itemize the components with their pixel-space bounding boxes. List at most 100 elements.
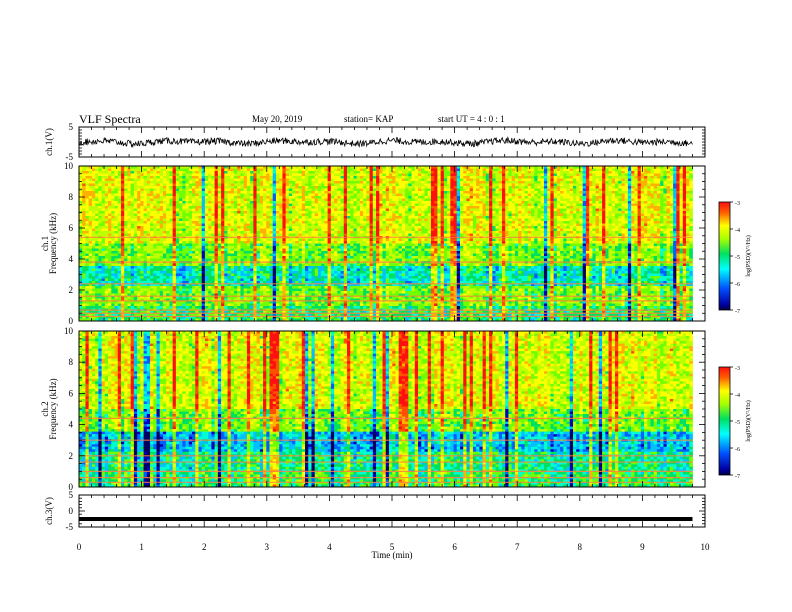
spectrogram-cell	[311, 186, 315, 189]
spectrogram-cell	[202, 179, 206, 182]
spectrogram-cell	[447, 171, 451, 174]
spectrogram-cell	[328, 179, 332, 182]
spectrogram-cell	[676, 186, 680, 189]
spectrogram-cell	[615, 184, 619, 187]
spectrogram-cell	[583, 176, 587, 179]
spectrogram-cell	[609, 181, 613, 184]
spectrogram-cell	[515, 189, 519, 192]
spectrogram-cell	[379, 186, 383, 189]
spectrogram-cell	[399, 186, 403, 189]
spectrogram-cell	[179, 189, 183, 192]
spectrogram-cell	[502, 181, 506, 184]
spectrogram-cell	[182, 184, 186, 187]
spectrogram-cell	[667, 184, 671, 187]
spectrogram-cell	[502, 184, 506, 187]
spectrogram-cell	[596, 189, 600, 192]
spectrogram-cell	[144, 176, 148, 179]
spectrogram-cell	[169, 174, 173, 177]
spectrogram-cell	[579, 174, 583, 177]
spectrogram-cell	[515, 174, 519, 177]
spectrogram-cell	[680, 186, 684, 189]
spectrogram-cell	[279, 174, 283, 177]
spectrogram-cell	[531, 184, 535, 187]
spectrogram-cell	[576, 176, 580, 179]
spectrogram-cell	[476, 186, 480, 189]
spectrogram-cell	[234, 184, 238, 187]
spectrogram-cell	[150, 181, 154, 184]
spectrogram-cell	[628, 189, 632, 192]
spectrogram-cell	[583, 184, 587, 187]
spectrogram-cell	[586, 181, 590, 184]
spectrogram-cell	[460, 169, 464, 172]
spectrogram-cell	[550, 184, 554, 187]
spectrogram-cell	[89, 186, 93, 189]
spectrogram-cell	[341, 179, 345, 182]
spectrogram-cell	[547, 189, 551, 192]
spectrogram-cell	[483, 171, 487, 174]
spectrogram-cell	[570, 174, 574, 177]
spectrogram-cell	[483, 186, 487, 189]
spectrogram-cell	[628, 181, 632, 184]
spectrogram-cell	[195, 176, 199, 179]
spectrogram-cell	[454, 176, 458, 179]
spectrogram-cell	[647, 181, 651, 184]
spectrogram-cell	[602, 184, 606, 187]
spectrogram-cell	[579, 189, 583, 192]
spectrogram-cell	[328, 186, 332, 189]
spectrogram-cell	[108, 169, 112, 172]
spectrogram-cell	[153, 174, 157, 177]
spectrogram-cell	[186, 186, 190, 189]
spectrogram-cell	[618, 186, 622, 189]
spectrogram-cell	[412, 174, 416, 177]
spectrogram-cell	[550, 181, 554, 184]
spectrogram-cell	[489, 171, 493, 174]
spectrogram-cell	[466, 171, 470, 174]
spectrogram-cell	[111, 171, 115, 174]
spectrogram-cell	[121, 184, 125, 187]
spectrogram-cell	[247, 174, 251, 177]
spectrogram-cell	[350, 186, 354, 189]
spectrogram-cell	[308, 189, 312, 192]
spectrogram-cell	[625, 184, 629, 187]
spectrogram-cell	[102, 169, 106, 172]
spectrogram-cell	[360, 174, 364, 177]
spectrogram-cell	[163, 171, 167, 174]
spectrogram-cell	[415, 169, 419, 172]
spectrogram-cell	[544, 181, 548, 184]
spectrogram-cell	[586, 184, 590, 187]
spectrogram-cell	[137, 171, 141, 174]
spectrogram-cell	[463, 186, 467, 189]
spectrogram-cell	[228, 181, 232, 184]
spectrogram-cell	[82, 186, 86, 189]
spectrogram-cell	[240, 174, 244, 177]
spectrogram-cell	[173, 181, 177, 184]
spectrogram-cell	[466, 189, 470, 192]
spectrogram-cell	[634, 179, 638, 182]
spectrogram-cell	[434, 179, 438, 182]
spectrogram-cell	[383, 171, 387, 174]
spectrogram-cell	[538, 169, 542, 172]
spectrogram-cell	[350, 179, 354, 182]
spectrogram-cell	[153, 189, 157, 192]
spectrogram-cell	[115, 171, 119, 174]
spectrogram-cell	[576, 179, 580, 182]
spectrogram-cell	[163, 189, 167, 192]
spectrogram-cell	[531, 189, 535, 192]
spectrogram-cell	[550, 169, 554, 172]
spectrogram-cell	[538, 179, 542, 182]
spectrogram-cell	[628, 171, 632, 174]
spectrogram-cell	[567, 174, 571, 177]
spectrogram-cell	[612, 169, 616, 172]
spectrogram-cell	[515, 186, 519, 189]
spectrogram-cell	[515, 176, 519, 179]
spectrogram-cell	[515, 171, 519, 174]
spectrogram-cell	[337, 181, 341, 184]
spectrogram-cell	[631, 186, 635, 189]
spectrogram-cell	[302, 181, 306, 184]
spectrogram-cell	[479, 181, 483, 184]
spectrogram-cell	[82, 184, 86, 187]
spectrogram-cell	[408, 179, 412, 182]
spectrogram-cell	[673, 176, 677, 179]
spectrogram-cell	[295, 184, 299, 187]
spectrogram-cell	[395, 184, 399, 187]
